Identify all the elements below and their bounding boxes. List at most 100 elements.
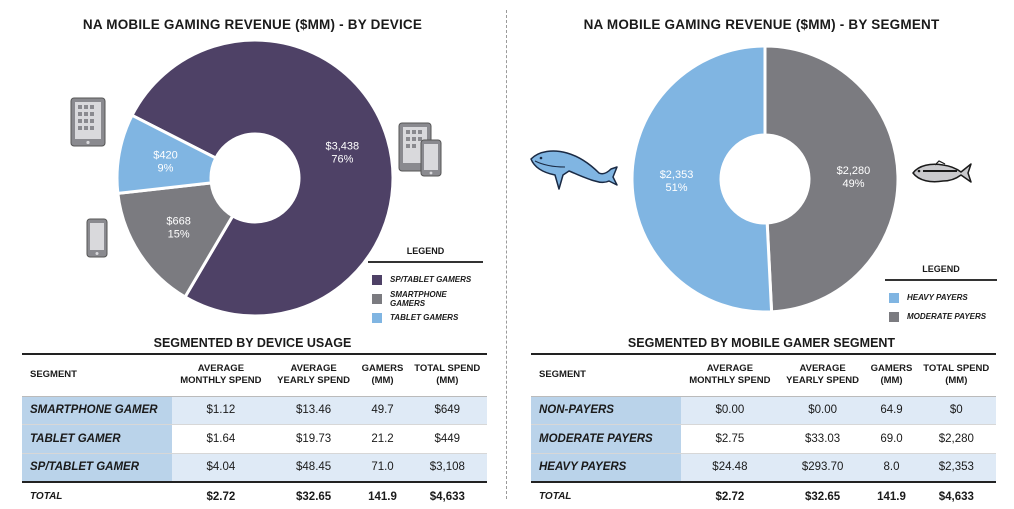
- table-cell: $24.48: [681, 453, 779, 483]
- slice-value-label: $2,280: [837, 165, 871, 177]
- table-cell: $1.12: [172, 396, 270, 426]
- table-cell: 8.0: [866, 453, 917, 483]
- table-cell: 64.9: [866, 396, 917, 426]
- table-row: MODERATE PAYERS $2.75 $33.03 69.0 $2,280: [531, 424, 996, 454]
- legend-swatch: [372, 293, 382, 304]
- slice-value-label: $2,353: [660, 169, 694, 181]
- segment-panel: NA MOBILE GAMING REVENUE ($MM) - BY SEGM…: [509, 0, 1014, 509]
- legend-swatch: [889, 292, 899, 303]
- pie-slice-smartphone-gamers: [116, 181, 235, 300]
- slice-value-label: $668: [166, 216, 190, 228]
- column-header: AVERAGE MONTHLY SPEND: [172, 353, 270, 397]
- column-header: TOTAL SPEND (MM): [407, 353, 487, 397]
- column-header: SEGMENT: [22, 353, 172, 397]
- legend-swatch: [372, 274, 382, 285]
- table-cell: $2,353: [916, 453, 996, 483]
- table-cell: $13.46: [269, 396, 358, 426]
- device-table-title: SEGMENTED BY DEVICE USAGE: [153, 336, 352, 350]
- fish-icon: [912, 160, 972, 183]
- table-cell: $19.73: [269, 424, 358, 454]
- legend-label: TABLET GAMERS: [390, 313, 459, 322]
- table-cell: NON-PAYERS: [531, 396, 681, 426]
- table-cell: 49.7: [357, 396, 408, 426]
- slice-percent-label: 49%: [842, 178, 864, 190]
- whale-icon: [530, 150, 618, 190]
- table-total-row: TOTAL $2.72 $32.65 141.9 $4,633: [22, 480, 487, 509]
- pie-slice-heavy-payers: [630, 44, 774, 314]
- total-cell: 141.9: [866, 480, 917, 509]
- slice-percent-label: 76%: [331, 154, 353, 166]
- total-cell: 141.9: [357, 480, 408, 509]
- table-cell: SMARTPHONE GAMER: [22, 396, 172, 426]
- table-total-row: TOTAL $2.72 $32.65 141.9 $4,633: [531, 480, 996, 509]
- gamer-segment-table: SEGMENT AVERAGE MONTHLY SPEND AVERAGE YEARLY…: [531, 353, 996, 509]
- table-cell: SP/TABLET GAMER: [22, 453, 172, 483]
- table-row: TABLET GAMER $1.64 $19.73 21.2 $449: [22, 424, 487, 454]
- legend-item-smartphone-gamers: SMARTPHONE GAMERS: [368, 289, 483, 308]
- table-cell: $48.45: [269, 453, 358, 483]
- pie-slice-tablet-gamers: [115, 113, 218, 196]
- table-cell: $2.75: [681, 424, 779, 454]
- table-cell: $0.00: [778, 396, 867, 426]
- table-cell: $449: [407, 424, 487, 454]
- column-header: GAMERS (MM): [357, 353, 408, 397]
- table-header-row: SEGMENT AVERAGE MONTHLY SPEND AVERAGE YEARLY…: [531, 353, 996, 397]
- device-usage-table: SEGMENT AVERAGE MONTHLY SPEND AVERAGE YEARLY…: [22, 353, 487, 509]
- column-header: SEGMENT: [531, 353, 681, 397]
- total-cell: $4,633: [916, 480, 996, 509]
- table-cell: $649: [407, 396, 487, 426]
- table-header-row: SEGMENT AVERAGE MONTHLY SPEND AVERAGE YEARLY…: [22, 353, 487, 397]
- slice-percent-label: 15%: [168, 229, 190, 241]
- legend-item-tablet-gamers: TABLET GAMERS: [368, 308, 483, 327]
- table-cell: $3,108: [407, 453, 487, 483]
- table-cell: HEAVY PAYERS: [531, 453, 681, 483]
- pie-slice-sp-tablet-gamers: [130, 38, 395, 318]
- table-row: HEAVY PAYERS $24.48 $293.70 8.0 $2,353: [531, 453, 996, 483]
- legend-item-heavy-payers: HEAVY PAYERS: [885, 288, 997, 307]
- legend-label: SMARTPHONE GAMERS: [390, 289, 447, 308]
- table-cell: $1.64: [172, 424, 270, 454]
- column-header: TOTAL SPEND (MM): [916, 353, 996, 397]
- total-cell: $32.65: [269, 480, 358, 509]
- table-row: SMARTPHONE GAMER $1.12 $13.46 49.7 $649: [22, 396, 487, 426]
- total-cell: $4,633: [407, 480, 487, 509]
- table-cell: $0.00: [681, 396, 779, 426]
- panel-divider: [506, 10, 507, 499]
- total-cell: $32.65: [778, 480, 867, 509]
- tablet-and-phone-icon: [398, 122, 442, 177]
- device-legend: LEGEND SP/TABLET GAMERS SMARTPHONE GAMERS…: [368, 246, 483, 327]
- table-cell: $4.04: [172, 453, 270, 483]
- total-cell: TOTAL: [531, 480, 681, 509]
- legend-title: LEGEND: [885, 264, 997, 281]
- legend-swatch: [889, 311, 899, 322]
- table-row: NON-PAYERS $0.00 $0.00 64.9 $0: [531, 396, 996, 426]
- slice-percent-label: 51%: [666, 182, 688, 194]
- segment-chart-title: NA MOBILE GAMING REVENUE ($MM) - BY SEGM…: [583, 17, 940, 32]
- total-cell: $2.72: [172, 480, 270, 509]
- table-cell: $293.70: [778, 453, 867, 483]
- table-cell: TABLET GAMER: [22, 424, 172, 454]
- table-cell: 21.2: [357, 424, 408, 454]
- legend-label: HEAVY PAYERS: [907, 293, 968, 302]
- table-cell: $2,280: [916, 424, 996, 454]
- legend-swatch: [372, 312, 382, 323]
- smartphone-icon: [86, 218, 108, 258]
- total-cell: $2.72: [681, 480, 779, 509]
- slice-percent-label: 9%: [158, 163, 174, 175]
- table-cell: $33.03: [778, 424, 867, 454]
- column-header: GAMERS (MM): [866, 353, 917, 397]
- column-header: AVERAGE YEARLY SPEND: [778, 353, 867, 397]
- table-row: SP/TABLET GAMER $4.04 $48.45 71.0 $3,108: [22, 453, 487, 483]
- tablet-icon: [70, 97, 106, 147]
- legend-title: LEGEND: [368, 246, 483, 263]
- device-panel: NA MOBILE GAMING REVENUE ($MM) - BY DEVI…: [0, 0, 505, 509]
- segment-legend: LEGEND HEAVY PAYERS MODERATE PAYERS: [885, 264, 997, 326]
- slice-value-label: $420: [153, 150, 177, 162]
- legend-item-sp-tablet-gamers: SP/TABLET GAMERS: [368, 270, 483, 289]
- table-cell: MODERATE PAYERS: [531, 424, 681, 454]
- table-cell: 71.0: [357, 453, 408, 483]
- total-cell: TOTAL: [22, 480, 172, 509]
- table-cell: 69.0: [866, 424, 917, 454]
